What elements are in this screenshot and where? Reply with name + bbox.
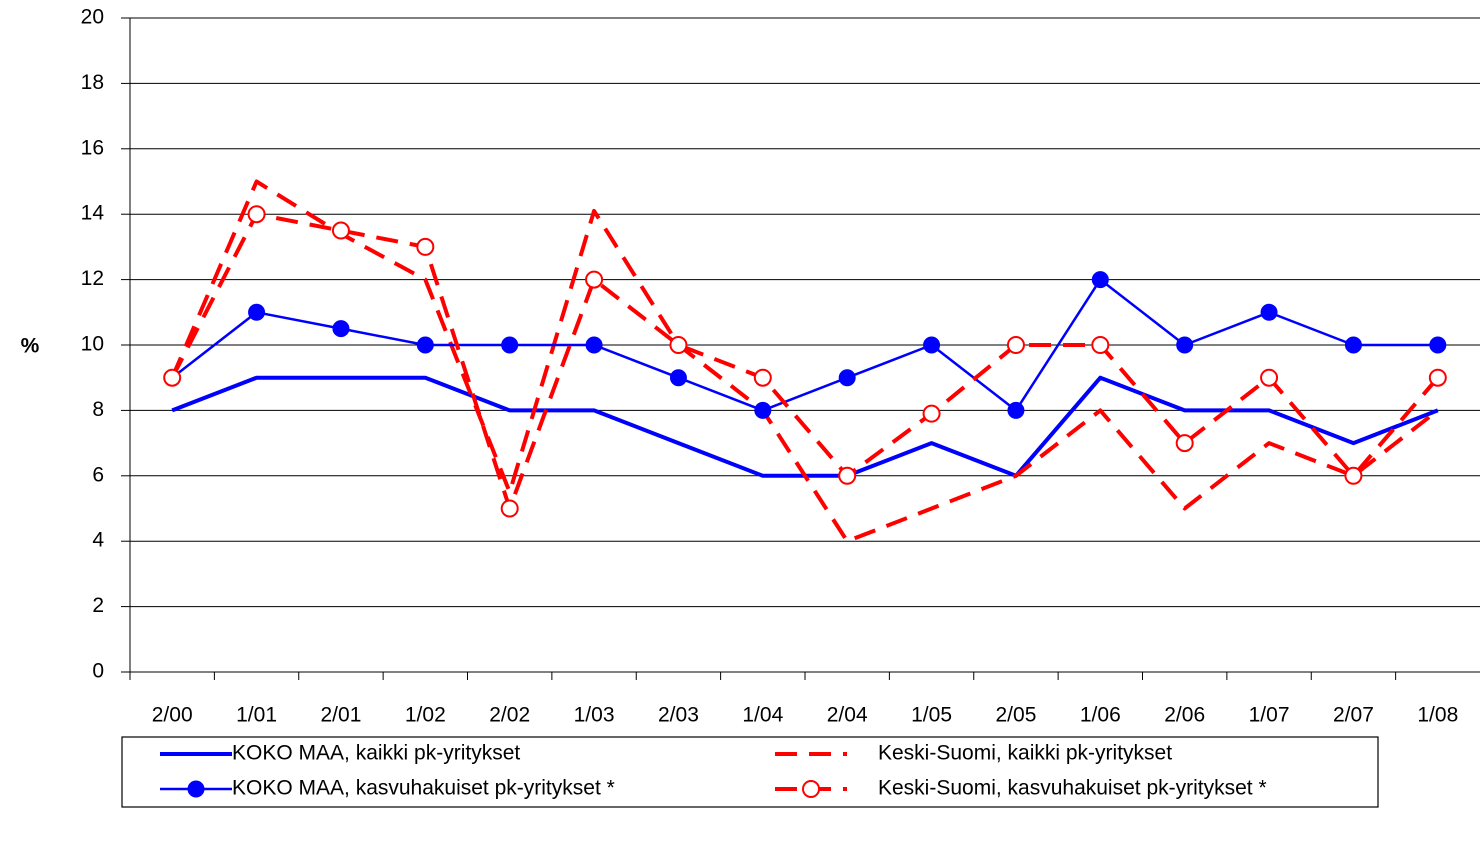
point [1344,336,1362,354]
legend-label: KOKO MAA, kasvuhakuiset pk-yritykset * [232,777,615,800]
legend-label: Keski-Suomi, kasvuhakuiset pk-yritykset … [878,777,1267,800]
point [163,368,182,387]
x-tick-label: 2/01 [321,704,362,727]
x-tick-label: 1/05 [911,704,952,727]
y-axis-label: % [21,335,40,358]
y-tick-label: 2 [92,594,104,617]
x-tick-label: 1/08 [1417,704,1458,727]
point [585,270,604,289]
x-tick-label: 1/02 [405,704,446,727]
series-line [170,212,1440,511]
point [753,368,772,387]
point [838,466,857,485]
y-tick-label: 4 [92,529,104,552]
series-line [171,278,1438,412]
point [669,336,688,354]
point [754,401,772,419]
point [1344,466,1363,485]
x-tick-label: 2/07 [1333,704,1374,727]
point [585,336,603,354]
y-tick-label: 14 [81,202,105,225]
x-tick-label: 2/00 [152,704,193,727]
point [1429,336,1447,354]
x-tick-label: 1/01 [236,704,277,727]
point [838,369,856,387]
x-tick-label: 1/06 [1080,704,1121,727]
legend-label: Keski-Suomi, kaikki pk-yritykset [878,742,1172,765]
y-tick-label: 12 [81,267,104,290]
point [923,336,941,354]
x-tick-label: 2/06 [1164,704,1205,727]
series-line [170,179,1440,544]
x-tick-label: 1/03 [574,704,615,727]
point [1428,368,1447,387]
legend-marker [187,780,205,798]
x-tick-label: 2/02 [489,704,530,727]
legend-box [121,736,1379,808]
point [1007,401,1025,419]
x-tick-label: 2/04 [827,704,868,727]
legend-label: KOKO MAA, kaikki pk-yritykset [232,742,520,765]
y-tick-label: 8 [92,398,104,421]
x-tick-label: 1/04 [742,704,783,727]
point [247,205,266,224]
point [1260,303,1278,321]
y-tick-label: 0 [92,660,104,683]
point [331,221,350,240]
x-tick-label: 2/03 [658,704,699,727]
point [1175,434,1194,453]
point [500,499,519,518]
point [332,320,350,338]
point [1260,368,1279,387]
point [416,237,435,256]
x-tick-label: 2/05 [996,704,1037,727]
y-tick-label: 20 [81,6,104,29]
legend-marker [802,780,820,798]
x-tick-label: 1/07 [1249,704,1290,727]
y-tick-label: 16 [81,136,104,159]
point [669,369,687,387]
point [501,336,519,354]
point [922,404,941,423]
y-tick-label: 18 [81,71,104,94]
point [1006,336,1025,354]
y-tick-label: 6 [92,463,104,486]
point [248,303,266,321]
y-tick-label: 10 [81,333,104,356]
point [416,336,434,354]
point [1091,271,1109,289]
point [1091,336,1110,354]
point [1176,336,1194,354]
